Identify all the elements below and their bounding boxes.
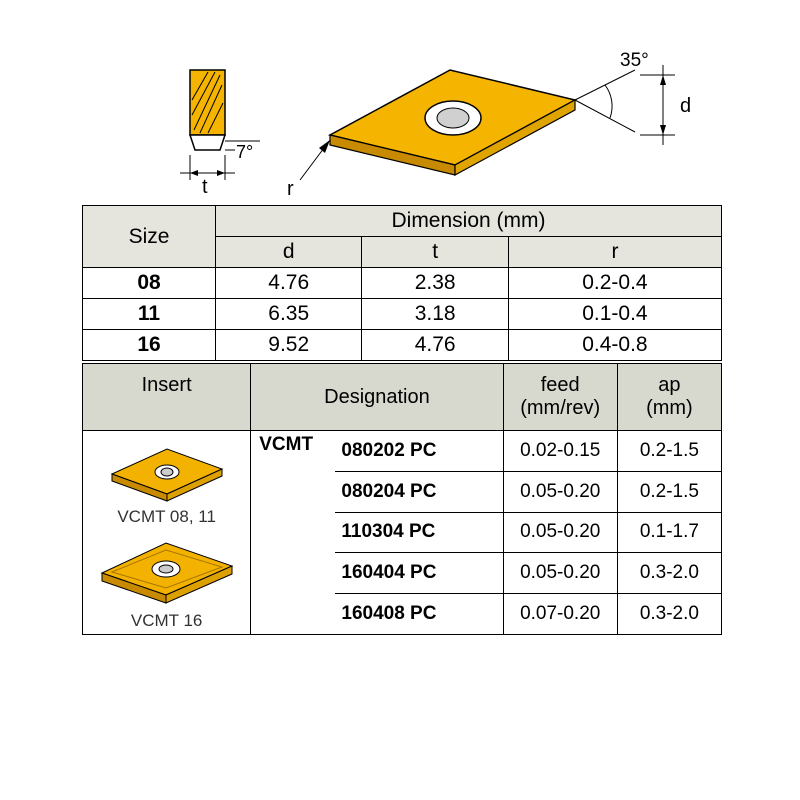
svg-text:35°: 35° — [620, 50, 649, 71]
feed: 0.05-0.20 — [503, 471, 617, 512]
desig-code: 110304 PC — [335, 512, 503, 553]
ap: 0.1-1.7 — [617, 512, 721, 553]
feed: 0.05-0.20 — [503, 553, 617, 594]
desig-code: 080202 PC — [335, 431, 503, 472]
col-r: r — [508, 237, 721, 268]
hdr-insert: Insert — [83, 364, 251, 431]
cell: 6.35 — [216, 299, 362, 330]
col-d: d — [216, 237, 362, 268]
insert-small-icon — [102, 439, 232, 504]
col-t: t — [362, 237, 508, 268]
cell: 0.1-0.4 — [508, 299, 721, 330]
hdr-dimension: Dimension (mm) — [216, 206, 722, 237]
top-view-diagram: 35° d r — [285, 40, 705, 200]
row-size: 08 — [83, 268, 216, 299]
feed: 0.02-0.15 — [503, 431, 617, 472]
ap: 0.3-2.0 — [617, 553, 721, 594]
hdr-ap: ap(mm) — [617, 364, 721, 431]
hdr-size: Size — [83, 206, 216, 268]
hdr-feed: feed(mm/rev) — [503, 364, 617, 431]
cell: 2.38 — [362, 268, 508, 299]
insert-large-icon — [94, 533, 239, 608]
cell: 4.76 — [362, 330, 508, 361]
desig-code: 080204 PC — [335, 471, 503, 512]
family: VCMT — [251, 431, 336, 635]
ap: 0.3-2.0 — [617, 594, 721, 635]
row-size: 16 — [83, 330, 216, 361]
insert-illustration-cell: VCMT 08, 11 VCMT 16 — [83, 431, 251, 635]
diagram-area: 7° t 35° — [120, 30, 770, 200]
feed: 0.05-0.20 — [503, 512, 617, 553]
designation-table: Insert Designation feed(mm/rev) ap(mm) V… — [82, 363, 722, 635]
cell: 4.76 — [216, 268, 362, 299]
desig-code: 160408 PC — [335, 594, 503, 635]
feed: 0.07-0.20 — [503, 594, 617, 635]
svg-text:t: t — [202, 176, 208, 195]
svg-text:7°: 7° — [236, 142, 253, 162]
caption-large: VCMT 16 — [89, 611, 244, 631]
hdr-designation: Designation — [251, 364, 503, 431]
cell: 0.2-0.4 — [508, 268, 721, 299]
ap: 0.2-1.5 — [617, 471, 721, 512]
dimension-table: Size Dimension (mm) d t r 08 4.76 2.38 0… — [82, 205, 722, 361]
cell: 0.4-0.8 — [508, 330, 721, 361]
cell: 9.52 — [216, 330, 362, 361]
svg-text:r: r — [287, 178, 294, 200]
cell: 3.18 — [362, 299, 508, 330]
svg-text:d: d — [680, 95, 691, 117]
desig-code: 160404 PC — [335, 553, 503, 594]
side-view-diagram: 7° t — [170, 55, 270, 195]
row-size: 11 — [83, 299, 216, 330]
caption-small: VCMT 08, 11 — [89, 507, 244, 527]
ap: 0.2-1.5 — [617, 431, 721, 472]
